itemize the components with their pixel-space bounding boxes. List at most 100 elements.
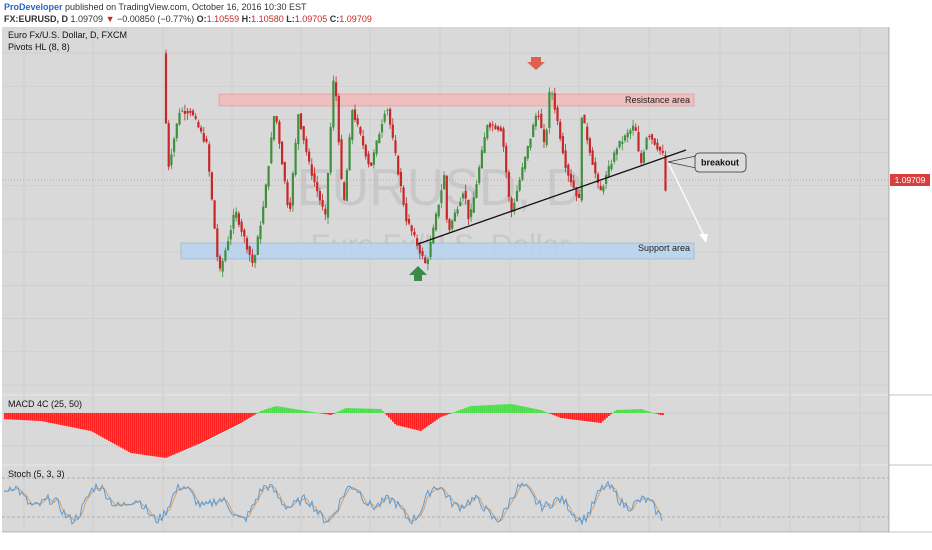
- macd-bar: [496, 404, 498, 413]
- macd-bar: [180, 413, 182, 452]
- breakout-callout[interactable]: breakout: [667, 152, 747, 173]
- candle-body: [632, 125, 635, 131]
- stoch-pane[interactable]: [2, 466, 889, 532]
- macd-bar: [604, 413, 606, 420]
- candle-body: [310, 164, 313, 176]
- candle-body: [640, 153, 643, 163]
- macd-bar: [480, 405, 482, 413]
- macd-bar: [82, 413, 84, 430]
- macd-bar: [646, 410, 648, 413]
- candle-body: [553, 93, 556, 110]
- macd-bar: [650, 412, 652, 413]
- macd-bar: [506, 404, 508, 413]
- macd-bar: [220, 413, 222, 433]
- macd-bar: [62, 413, 64, 426]
- macd-bar: [436, 413, 438, 420]
- macd-bar: [540, 410, 542, 413]
- macd-bar: [560, 413, 562, 418]
- macd-bar: [550, 413, 552, 414]
- candle-body: [653, 138, 656, 145]
- candle-body: [629, 130, 632, 134]
- candle-body: [200, 127, 203, 132]
- macd-bar: [144, 413, 146, 455]
- macd-bar: [522, 406, 524, 413]
- macd-bar: [426, 413, 428, 427]
- projection-arrow-line[interactable]: [667, 161, 707, 241]
- candle-body: [475, 184, 478, 198]
- macd-bar: [572, 413, 574, 420]
- macd-bar: [102, 413, 104, 438]
- macd-bar: [464, 408, 466, 413]
- macd-bar: [90, 413, 92, 431]
- macd-bar: [484, 405, 486, 413]
- macd-bar: [556, 413, 558, 417]
- candle-body: [386, 109, 389, 111]
- macd-bar: [660, 413, 662, 415]
- macd-bar: [528, 407, 530, 413]
- macd-bar: [92, 413, 94, 433]
- trend-line[interactable]: [417, 149, 687, 245]
- macd-bar: [74, 413, 76, 428]
- macd-bar: [394, 413, 396, 424]
- macd-bar: [80, 413, 82, 429]
- macd-bar: [50, 413, 52, 423]
- main-pane[interactable]: [2, 27, 889, 394]
- candle-body: [470, 209, 473, 217]
- chart-canvas[interactable]: EURUSD, D Euro Fx/U.S. Dollar Resistance…: [0, 26, 932, 550]
- candle-body: [278, 121, 281, 144]
- macd-bar: [344, 408, 346, 413]
- candle-body: [254, 255, 257, 263]
- macd-bar: [22, 413, 24, 421]
- macd-bar: [68, 413, 70, 427]
- macd-bar: [160, 413, 162, 458]
- open-value: 1.10559: [206, 14, 240, 24]
- macd-bar: [580, 413, 582, 421]
- candle-body: [272, 116, 276, 140]
- macd-bar: [416, 413, 418, 431]
- high-label: H:: [241, 14, 252, 24]
- macd-bar: [592, 413, 594, 422]
- candle-body: [329, 127, 332, 173]
- candle-body: [348, 136, 351, 171]
- macd-bar: [250, 413, 252, 417]
- macd-bar: [520, 406, 522, 413]
- macd-bar: [218, 413, 220, 434]
- macd-bar: [448, 413, 450, 415]
- candle-body: [586, 126, 589, 141]
- candle-body: [451, 220, 454, 229]
- macd-bar: [594, 413, 596, 423]
- support-zone[interactable]: [180, 242, 695, 260]
- candle-body: [380, 124, 384, 133]
- candle-body: [464, 190, 467, 199]
- candle-body: [461, 193, 465, 199]
- macd-bar: [432, 413, 434, 423]
- macd-bar: [402, 413, 404, 427]
- candle-body: [372, 152, 375, 165]
- macd-pane[interactable]: [2, 396, 889, 464]
- candle-body: [345, 170, 348, 201]
- resistance-label: Resistance area: [625, 95, 690, 105]
- macd-bar: [516, 405, 518, 413]
- macd-bar: [316, 412, 318, 414]
- macd-bar: [260, 411, 262, 413]
- macd-bar: [214, 413, 216, 436]
- macd-bar: [638, 409, 640, 413]
- macd-bar: [494, 404, 496, 413]
- low-value: 1.09705: [294, 14, 328, 24]
- candle-body: [497, 126, 500, 130]
- macd-bar: [20, 413, 22, 420]
- candle-body: [405, 203, 408, 222]
- macd-bar: [558, 413, 560, 418]
- candle-body: [294, 142, 297, 175]
- macd-bar: [48, 413, 50, 423]
- author-link[interactable]: ProDeveloper: [4, 2, 63, 12]
- macd-bar: [634, 409, 636, 413]
- macd-bar: [304, 410, 306, 413]
- macd-bar: [72, 413, 74, 428]
- candlestick-series: [164, 49, 667, 278]
- macd-bar: [648, 411, 650, 413]
- candle-body: [375, 140, 378, 154]
- resistance-zone[interactable]: [218, 93, 695, 107]
- candle-body: [472, 197, 475, 213]
- candle-body: [575, 187, 578, 197]
